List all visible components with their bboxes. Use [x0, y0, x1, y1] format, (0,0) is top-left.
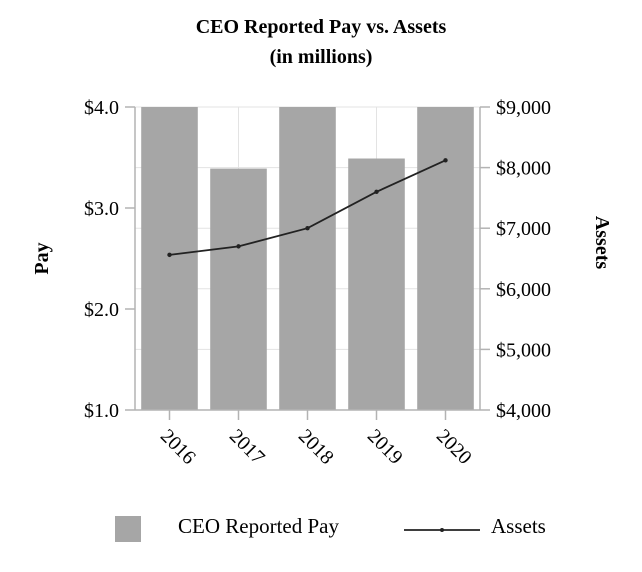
y-axis-title: Pay — [31, 242, 53, 274]
assets-point-2019 — [374, 189, 379, 195]
assets-point-2017 — [236, 244, 241, 249]
left-tick-label: $3.0 — [84, 198, 119, 220]
x-tick-label-2017: 2017 — [225, 425, 269, 469]
left-tick-label: $4.0 — [84, 97, 119, 119]
assets-point-2020 — [443, 158, 448, 163]
right-tick-label: $5,000 — [496, 339, 551, 361]
left-tick-label: $2.0 — [84, 299, 119, 321]
legend-label-assets: Assets — [491, 514, 546, 538]
legend-label-pay: CEO Reported Pay — [178, 514, 339, 538]
right-tick-label: $8,000 — [496, 158, 551, 180]
bar-2019 — [348, 158, 405, 410]
bar-2016 — [141, 107, 198, 410]
bar-2020 — [417, 107, 474, 410]
assets-point-2016 — [167, 252, 172, 258]
x-tick-label-2019: 2019 — [363, 425, 407, 469]
right-tick-label: $4,000 — [496, 400, 551, 422]
left-tick-label: $1.0 — [84, 400, 119, 422]
x-tick-label-2018: 2018 — [294, 425, 338, 469]
x-tick-label-2020: 2020 — [432, 425, 476, 469]
bar-2017 — [210, 168, 267, 410]
x-tick-label-2016: 2016 — [156, 425, 200, 469]
y2-axis-title: Assets — [591, 216, 613, 270]
chart-title: CEO Reported Pay vs. Assets — [195, 16, 447, 38]
chart-subtitle: (in millions) — [269, 46, 373, 68]
assets-point-2018 — [305, 226, 310, 231]
right-tick-label: $7,000 — [496, 218, 551, 240]
right-tick-label: $6,000 — [496, 279, 551, 301]
bar-2018 — [279, 107, 336, 410]
right-tick-label: $9,000 — [496, 97, 551, 119]
